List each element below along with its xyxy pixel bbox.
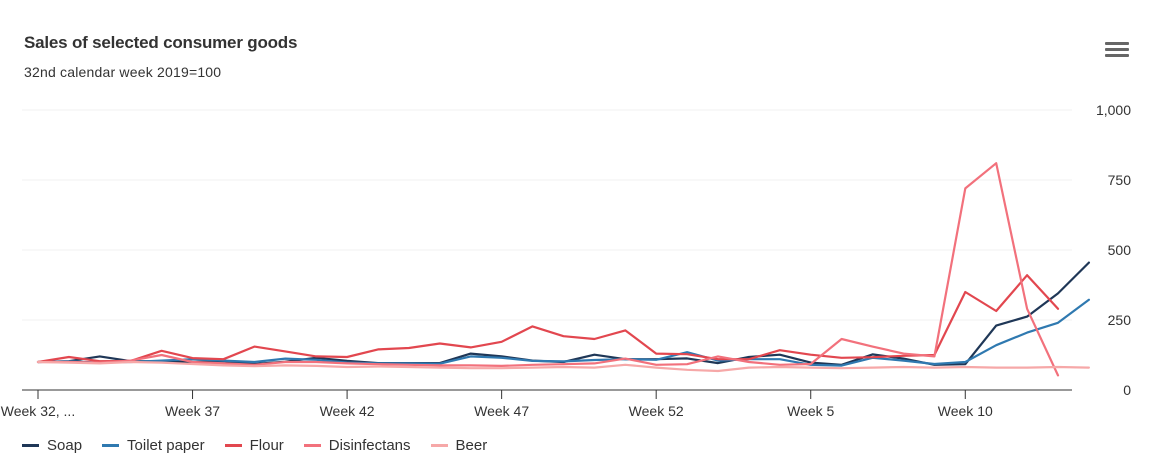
legend-item-soap[interactable]: Soap [22,437,82,454]
legend-label: Soap [47,437,83,454]
y-tick-label: 250 [1108,312,1132,328]
menu-bar-icon [1105,54,1129,57]
legend-label: Toilet paper [127,437,205,454]
hamburger-menu-icon[interactable] [1105,42,1129,62]
legend-swatch [22,444,39,447]
legend-swatch [102,444,120,447]
legend-swatch [303,444,321,447]
series-line-disinfectans [36,162,1060,377]
series-line-flour [36,274,1060,364]
x-tick-label: Week 32, ... [1,403,75,419]
x-tick-label: Week 42 [320,403,375,419]
legend-item-beer[interactable]: Beer [430,437,488,454]
series-line-soap [36,261,1091,366]
chart-subtitle: 32nd calendar week 2019=100 [24,64,222,80]
y-tick-label: 500 [1108,242,1132,258]
y-tick-label: 750 [1108,172,1132,188]
legend-item-toilet-paper[interactable]: Toilet paper [102,437,205,454]
x-tick-label: Week 10 [938,403,993,419]
series-line-toilet-paper [36,298,1091,367]
x-tick-label: Week 5 [787,403,834,419]
y-tick-label: 0 [1123,382,1131,398]
legend-label: Disinfectans [328,437,411,454]
menu-bar-icon [1105,42,1129,45]
menu-bar-icon [1105,48,1129,51]
legend-label: Beer [455,437,488,454]
x-tick-label: Week 52 [629,403,684,419]
y-tick-label: 1,000 [1096,102,1131,118]
x-tick-label: Week 37 [165,403,220,419]
legend-swatch [430,444,448,447]
legend-item-flour[interactable]: Flour [224,437,284,454]
y-axis: 0 250 500 750 1,000 [1096,102,1131,398]
series-line-beer [36,360,1091,373]
legend-item-disinfectans[interactable]: Disinfectans [303,437,411,454]
legend-label: Flour [249,437,284,454]
series-lines [36,162,1091,377]
legend: Soap Toilet paper Flour Disinfectans Beer [22,437,507,454]
chart-title: Sales of selected consumer goods [24,33,298,52]
grid-lines [22,109,1072,321]
x-axis: Week 32, ... Week 37 Week 42 Week 47 Week 52… [1,389,1072,419]
x-tick-label: Week 47 [474,403,529,419]
legend-swatch [224,444,242,447]
